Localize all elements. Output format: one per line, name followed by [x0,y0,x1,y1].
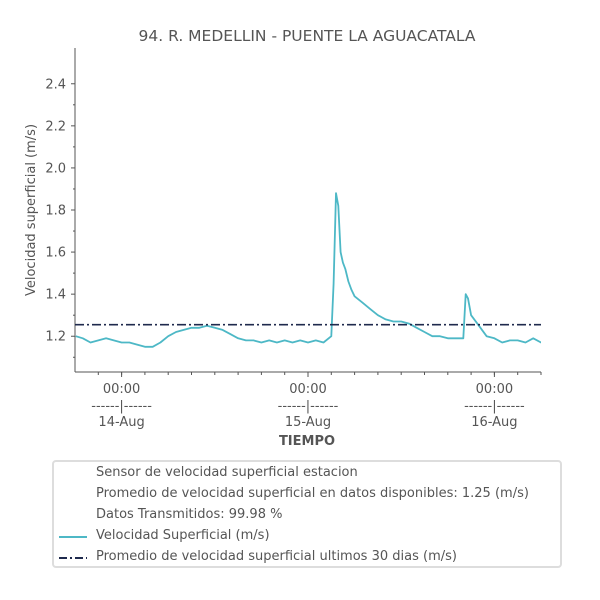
chart-title: 94. R. MEDELLIN - PUENTE LA AGUACATALA [139,27,476,45]
x-tick-date: 14-Aug [98,415,144,430]
legend-swatch-dashdot [59,557,87,559]
x-ticks: 00:00------|------14-Aug00:00------|----… [91,372,542,430]
series-line-velocity [75,192,541,348]
x-axis-label: TIEMPO [279,434,335,449]
legend-entry-30day-average: Promedio de velocidad superficial ultimo… [54,548,560,568]
legend-entry-average-available: Promedio de velocidad superficial en dat… [54,485,560,505]
chart: 94. R. MEDELLIN - PUENTE LA AGUACATALA 1… [24,27,542,449]
legend-label: Promedio de velocidad superficial en dat… [96,486,529,501]
x-tick-time: 00:00 [476,382,513,397]
legend-entry-station: Sensor de velocidad superficial estacion [54,464,560,484]
y-tick-label: 1.2 [45,330,66,345]
y-tick-label: 1.8 [45,204,66,219]
x-tick-separator: ------|------ [464,399,525,414]
legend: Sensor de velocidad superficial estacion… [52,460,562,568]
legend-label: Velocidad Superficial (m/s) [96,528,270,543]
y-tick-label: 2.4 [45,77,66,92]
y-tick-label: 1.6 [45,246,66,261]
legend-label: Sensor de velocidad superficial estacion [96,465,358,480]
x-tick-time: 00:00 [103,382,140,397]
x-tick-time: 00:00 [289,382,326,397]
y-tick-label: 1.4 [45,288,66,303]
legend-entry-transmitted: Datos Transmitidos: 99.98 % [54,506,560,526]
legend-label: Promedio de velocidad superficial ultimo… [96,549,457,564]
y-ticks: 1.2 1.4 1.6 1.8 2.0 2.2 2.4 [45,77,75,358]
x-tick-separator: ------|------ [91,399,152,414]
legend-entry-velocity: Velocidad Superficial (m/s) [54,527,560,547]
plot-area [75,192,541,348]
y-axis-label: Velocidad superficial (m/s) [24,124,39,296]
x-tick-date: 15-Aug [285,415,331,430]
legend-swatch-solid [59,536,87,538]
x-tick-separator: ------|------ [278,399,339,414]
legend-label: Datos Transmitidos: 99.98 % [96,507,283,522]
y-tick-label: 2.0 [45,161,66,176]
y-tick-label: 2.2 [45,119,66,134]
x-tick-date: 16-Aug [471,415,517,430]
